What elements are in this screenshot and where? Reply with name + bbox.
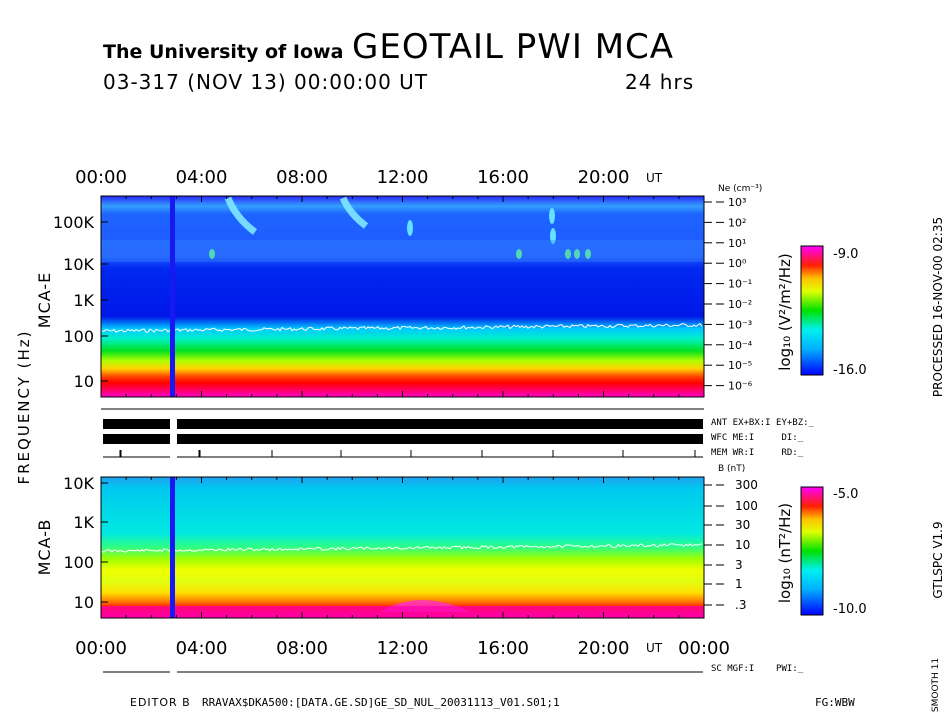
smooth-label: SMOOTH 11 (931, 658, 941, 712)
editor-label: EDITOR B (130, 696, 191, 709)
mca-e-freq-tick-4: 10 (74, 372, 94, 391)
mca-e-panel-label: MCA-E (35, 272, 54, 328)
ant-bar-segment-2 (177, 419, 703, 429)
ne-tick-1: 10² (728, 216, 746, 229)
mca-e-spectrogram (101, 196, 704, 397)
right-axis-ticks: 10³ 10² 10¹ 10⁰ 10⁻¹ 10⁻² 10⁻³ 10⁻⁴ 10⁻⁵ 10⁻⁶ 300 1… (704, 196, 758, 612)
time-tick-bottom-1: 04:00 (176, 638, 228, 659)
mca-b-data-gap (170, 477, 175, 618)
mem-write-marks (119, 450, 696, 457)
mca-e-data-gap (170, 196, 175, 397)
ne-tick-8: 10⁻⁵ (728, 359, 752, 372)
ne-tick-5: 10⁻² (728, 298, 752, 311)
b-tick-1: 100 (735, 499, 758, 513)
institution-label: The University of Iowa (103, 41, 344, 63)
time-tick-top-1: 04:00 (176, 167, 228, 188)
time-tick-top-2: 08:00 (276, 167, 328, 188)
b-tick-5: 1 (735, 577, 743, 591)
mca-b-freq-tick-0: 10K (63, 474, 94, 493)
mem-status-label: MEM WR:I RD:_ (711, 448, 804, 458)
ne-tick-2: 10¹ (728, 237, 746, 250)
mca-b-cyclotron-line (101, 543, 703, 553)
b-tick-2: 30 (735, 518, 750, 532)
date-line: 03-317 (NOV 13) 00:00:00 UT (103, 70, 429, 94)
time-tick-bottom-2: 08:00 (276, 638, 328, 659)
time-tick-top-4: 16:00 (477, 167, 529, 188)
ant-status-label: ANT EX+BX:I EY+BZ:_ (711, 418, 814, 428)
frequency-axis-label: FREQUENCY (Hz) (15, 329, 33, 484)
b-tick-4: 3 (735, 558, 743, 572)
ut-label-bottom: UT (646, 641, 663, 655)
time-tick-bottom-5: 20:00 (578, 638, 630, 659)
mca-b-colorbar-label: log₁₀ (nT²/Hz) (776, 503, 794, 603)
time-tick-top-5: 20:00 (578, 167, 630, 188)
time-tick-top-3: 12:00 (377, 167, 429, 188)
ne-tick-6: 10⁻³ (728, 318, 752, 331)
time-tick-bottom-0: 00:00 (75, 638, 127, 659)
mca-e-colorbar-min: -16.0 (833, 363, 867, 378)
mca-e-colorbar-max: -9.0 (833, 247, 858, 262)
mca-e-freq-tick-0: 100K (53, 213, 95, 232)
mca-b-panel (100, 476, 705, 619)
ne-tick-9: 10⁻⁶ (728, 380, 753, 393)
operator-initials: FG:WBW (815, 696, 855, 709)
status-bars (101, 408, 704, 673)
ant-bar-segment-1 (103, 419, 170, 429)
mca-e-colorbar (800, 245, 824, 376)
mca-b-colorbar (800, 486, 824, 616)
mca-e-freq-tick-1: 10K (63, 255, 94, 274)
mca-b-colorbar-max: -5.0 (833, 487, 858, 502)
frequency-axis-ticks: 100K 10K 1K 100 10 10K 1K 100 10 (53, 213, 108, 612)
wfc-bar-segment-2 (177, 434, 703, 444)
processed-label: PROCESSED 16-NOV-00 02:35 (931, 217, 945, 397)
mca-e-plasma-frequency-line (101, 322, 703, 333)
mca-e-freq-tick-2: 1K (73, 291, 94, 310)
mca-b-freq-tick-2: 100 (63, 553, 94, 572)
mca-e-panel (100, 195, 705, 398)
sc-status-label: SC MGF:I PWI:_ (711, 664, 804, 674)
ut-label-top: UT (646, 171, 663, 185)
ne-tick-0: 10³ (728, 196, 746, 209)
mca-e-emission-features (101, 196, 704, 262)
time-tick-bottom-3: 12:00 (377, 638, 429, 659)
b-tick-6: .3 (735, 598, 746, 612)
time-tick-top-0: 00:00 (75, 167, 127, 188)
time-tick-bottom-4: 16:00 (477, 638, 529, 659)
ne-tick-3: 10⁰ (728, 257, 747, 270)
program-version-label: GTLSPC V1.9 (931, 521, 945, 598)
mca-b-freq-tick-3: 10 (74, 593, 94, 612)
wfc-status-label: WFC ME:I DI:_ (711, 433, 804, 443)
main-title: GEOTAIL PWI MCA (352, 27, 675, 67)
mca-b-spectrogram (101, 477, 704, 618)
mca-b-panel-label: MCA-B (35, 519, 54, 576)
ne-tick-7: 10⁻⁴ (728, 339, 753, 352)
time-tick-bottom-6: 00:00 (678, 638, 730, 659)
mca-e-colorbar-label: log₁₀ (V²/m²/Hz) (776, 253, 794, 371)
time-axis-ticks: 00:00 04:00 08:00 12:00 16:00 20:00 00:00 04:00… (75, 167, 730, 659)
wfc-bar-segment-1 (103, 434, 170, 444)
ne-tick-4: 10⁻¹ (728, 278, 752, 291)
b-tick-3: 10 (735, 538, 750, 552)
b-axis-label: B (nT) (718, 464, 745, 474)
mca-e-freq-tick-3: 100 (63, 327, 94, 346)
ne-axis-label: Ne (cm⁻³) (718, 184, 762, 194)
mca-b-colorbar-min: -10.0 (833, 602, 867, 617)
mca-b-freq-tick-1: 1K (73, 513, 94, 532)
duration-label: 24 hrs (625, 70, 695, 94)
b-tick-0: 300 (735, 478, 758, 492)
data-file-path: RRAVAX$DKA500:[DATA.GE.SD]GE_SD_NUL_2003… (202, 696, 560, 709)
